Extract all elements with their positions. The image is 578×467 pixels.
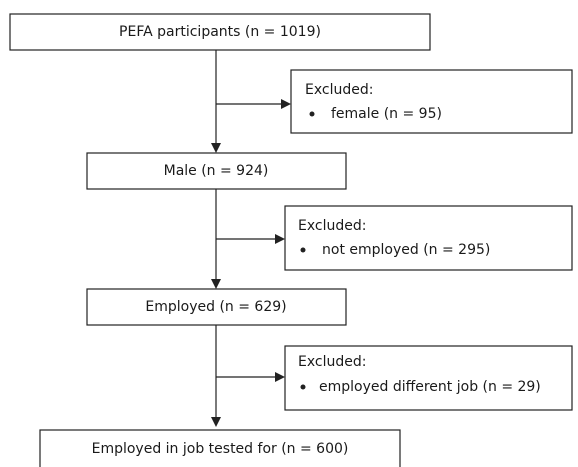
node-label: Male (n = 924) xyxy=(164,163,269,179)
node-box xyxy=(9,13,431,51)
exclusion-item: not employed (n = 295) xyxy=(322,242,490,258)
bullet xyxy=(309,111,315,117)
bullet xyxy=(300,247,306,253)
exclusion-item: female (n = 95) xyxy=(331,106,442,122)
arrow-head xyxy=(281,99,291,109)
exclusion-item: employed different job (n = 29) xyxy=(319,379,541,395)
exclusion-box xyxy=(290,69,573,134)
arrow-head xyxy=(211,417,221,427)
exclusion-title: Excluded: xyxy=(305,82,373,98)
exclusion-title: Excluded: xyxy=(298,218,366,234)
node-box xyxy=(86,288,347,326)
exclusion-title: Excluded: xyxy=(298,354,366,370)
node-box xyxy=(39,429,401,467)
arrow-head xyxy=(275,372,285,382)
exclusion-box xyxy=(284,205,573,271)
node-label: Employed in job tested for (n = 600) xyxy=(92,441,349,457)
arrow-head xyxy=(211,279,221,289)
node-label: PEFA participants (n = 1019) xyxy=(119,24,321,40)
bullet xyxy=(300,384,306,390)
arrow-head xyxy=(275,234,285,244)
exclusion-box xyxy=(284,345,573,411)
node-label: Employed (n = 629) xyxy=(145,299,286,315)
arrow-head xyxy=(211,143,221,153)
node-box xyxy=(86,152,347,190)
